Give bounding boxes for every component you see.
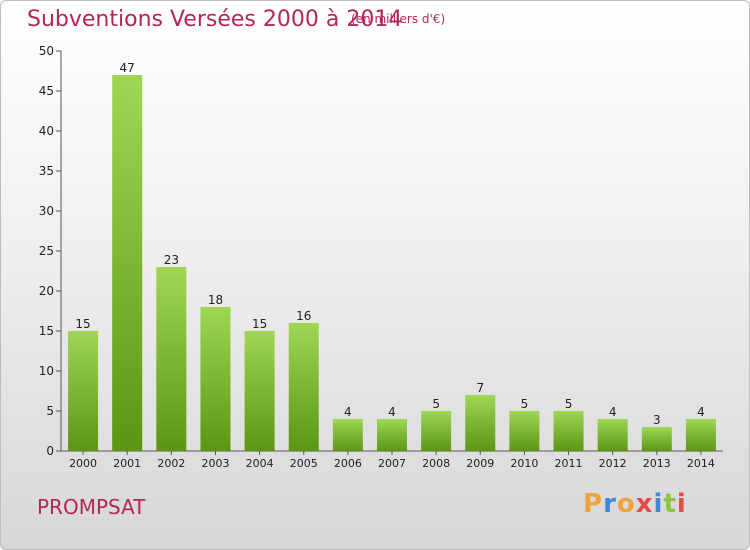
y-tick-label: 25 [39,244,54,258]
y-tick-label: 20 [39,284,54,298]
y-tick-label: 40 [39,124,54,138]
proxiti-logo[interactable]: Proxiti [583,489,687,519]
x-tick-label: 2005 [290,457,318,470]
bar-2012 [597,419,628,451]
bar-2005 [288,323,319,451]
y-tick-label: 5 [46,404,54,418]
x-tick-label: 2006 [334,457,362,470]
data-label: 16 [296,309,311,323]
bar-2010 [509,411,540,451]
data-label: 23 [164,253,179,267]
bar-2003 [200,307,231,451]
x-tick-label: 2011 [555,457,583,470]
x-tick-label: 2010 [510,457,538,470]
x-tick-label: 2013 [643,457,671,470]
y-tick-label: 15 [39,324,54,338]
bar-2007 [377,419,407,451]
bar-2011 [553,411,584,451]
data-label: 5 [432,397,440,411]
x-tick-label: 2009 [466,457,494,470]
x-tick-label: 2008 [422,457,450,470]
x-tick-label: 2014 [687,457,715,470]
x-tick-label: 2001 [113,457,141,470]
x-tick-label: 2012 [599,457,627,470]
bar-2006 [332,419,363,451]
data-label: 3 [653,413,661,427]
data-label: 4 [344,405,352,419]
data-label: 4 [609,405,617,419]
bar-2014 [685,419,716,451]
x-tick-label: 2000 [69,457,97,470]
data-label: 18 [208,293,223,307]
bar-2000 [68,331,99,451]
data-label: 5 [521,397,529,411]
data-label: 15 [252,317,267,331]
y-tick-label: 0 [46,444,54,458]
x-tick-label: 2003 [201,457,229,470]
data-label: 4 [388,405,396,419]
bar-2013 [641,427,672,451]
bar-2009 [465,395,496,451]
y-tick-label: 10 [39,364,54,378]
data-label: 7 [476,381,484,395]
y-tick-label: 30 [39,204,54,218]
bar-2008 [421,411,452,451]
x-tick-label: 2007 [378,457,406,470]
y-tick-label: 45 [39,84,54,98]
chart-title: Subventions Versées 2000 à 2014 [27,7,403,32]
chart-unit: (en milliers d'€) [351,12,446,26]
bar-2004 [244,331,275,451]
data-label: 5 [565,397,573,411]
y-tick-label: 50 [39,44,54,58]
y-tick-label: 35 [39,164,54,178]
data-label: 15 [75,317,90,331]
bar-2002 [156,267,187,451]
data-label: 4 [697,405,705,419]
commune-name: PROMPSAT [37,495,146,519]
x-tick-label: 2002 [157,457,185,470]
bar-2001 [112,75,143,451]
data-label: 47 [120,61,135,75]
x-tick-label: 2004 [246,457,274,470]
